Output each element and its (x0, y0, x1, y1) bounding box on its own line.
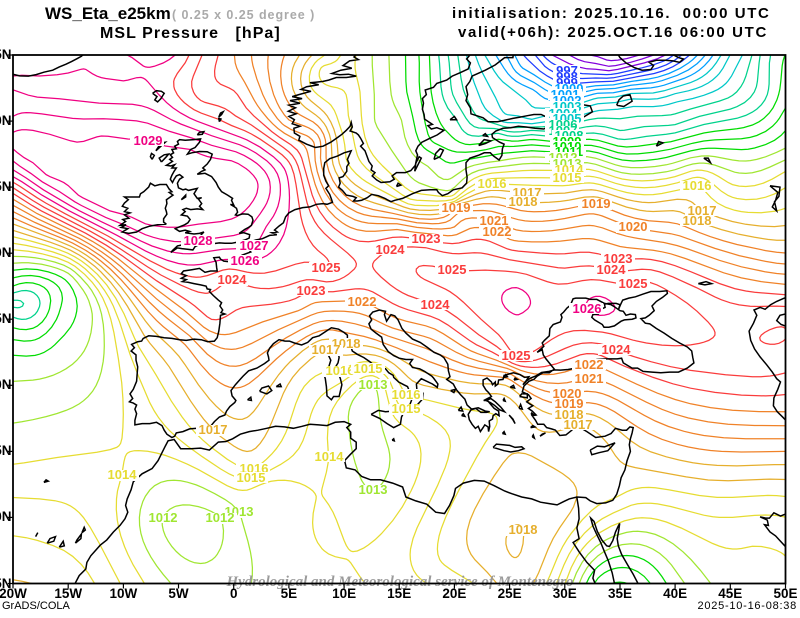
svg-text:1028: 1028 (184, 233, 213, 248)
svg-text:1016: 1016 (392, 387, 421, 402)
svg-text:1022: 1022 (575, 357, 604, 372)
svg-text:0: 0 (230, 586, 238, 601)
svg-text:Hydrological and Meteorologica: Hydrological and Meteorological service … (225, 574, 573, 590)
svg-text:25N: 25N (0, 576, 12, 591)
svg-text:1021: 1021 (575, 371, 604, 386)
svg-text:1029: 1029 (134, 133, 163, 148)
svg-text:30N: 30N (0, 509, 12, 524)
svg-text:1020: 1020 (553, 386, 582, 401)
svg-text:20W: 20W (0, 586, 27, 601)
svg-text:1022: 1022 (348, 294, 377, 309)
svg-text:55N: 55N (0, 179, 12, 194)
svg-text:1017: 1017 (199, 422, 228, 437)
svg-text:1018: 1018 (683, 213, 712, 228)
svg-text:1025: 1025 (619, 276, 648, 291)
svg-text:1021: 1021 (480, 213, 509, 228)
svg-text:30E: 30E (553, 586, 577, 601)
svg-text:1013: 1013 (359, 482, 388, 497)
svg-text:1016: 1016 (478, 176, 507, 191)
svg-text:35N: 35N (0, 443, 12, 458)
svg-text:1017: 1017 (312, 342, 341, 357)
svg-text:1014: 1014 (315, 449, 345, 464)
svg-text:45E: 45E (718, 586, 742, 601)
svg-text:1027: 1027 (240, 238, 269, 253)
svg-text:1012: 1012 (206, 510, 235, 525)
svg-text:1015: 1015 (237, 470, 266, 485)
svg-text:1013: 1013 (359, 377, 388, 392)
svg-text:45N: 45N (0, 311, 12, 326)
svg-text:1019: 1019 (582, 196, 611, 211)
svg-text:50E: 50E (773, 586, 797, 601)
svg-text:1025: 1025 (502, 348, 531, 363)
svg-text:5W: 5W (168, 586, 189, 601)
svg-text:1024: 1024 (597, 262, 627, 277)
svg-text:1025: 1025 (438, 262, 467, 277)
svg-text:1022: 1022 (483, 224, 512, 239)
svg-text:40N: 40N (0, 377, 12, 392)
svg-text:1024: 1024 (602, 342, 632, 357)
svg-text:1020: 1020 (619, 219, 648, 234)
svg-text:1023: 1023 (297, 283, 326, 298)
svg-text:15E: 15E (387, 586, 411, 601)
svg-text:1019: 1019 (555, 396, 584, 411)
svg-text:1026: 1026 (573, 301, 602, 316)
svg-text:1018: 1018 (509, 522, 538, 537)
svg-text:1015: 1015 (392, 401, 421, 416)
svg-text:1017: 1017 (688, 203, 717, 218)
svg-text:10E: 10E (332, 586, 356, 601)
svg-text:50N: 50N (0, 245, 12, 260)
svg-text:1025: 1025 (312, 260, 341, 275)
svg-text:10W: 10W (110, 586, 138, 601)
svg-text:1017: 1017 (564, 417, 593, 432)
svg-text:1026: 1026 (231, 253, 260, 268)
svg-text:1015: 1015 (354, 361, 383, 376)
svg-text:1023: 1023 (412, 231, 441, 246)
svg-text:1016: 1016 (683, 178, 712, 193)
svg-text:15W: 15W (54, 586, 82, 601)
svg-text:1024: 1024 (421, 297, 451, 312)
svg-text:60N: 60N (0, 113, 12, 128)
svg-text:5E: 5E (281, 586, 298, 601)
svg-text:40E: 40E (663, 586, 687, 601)
svg-text:1012: 1012 (149, 510, 178, 525)
svg-text:1024: 1024 (376, 242, 406, 257)
svg-text:1024: 1024 (218, 272, 248, 287)
svg-text:1016: 1016 (326, 363, 355, 378)
svg-text:1018: 1018 (555, 407, 584, 422)
svg-text:35E: 35E (608, 586, 632, 601)
svg-text:20E: 20E (442, 586, 466, 601)
svg-text:1014: 1014 (108, 467, 138, 482)
svg-text:1023: 1023 (604, 251, 633, 266)
svg-text:25E: 25E (498, 586, 522, 601)
svg-text:1018: 1018 (509, 194, 538, 209)
svg-text:1015: 1015 (553, 170, 582, 185)
svg-text:1019: 1019 (442, 200, 471, 215)
svg-text:65N: 65N (0, 47, 12, 62)
